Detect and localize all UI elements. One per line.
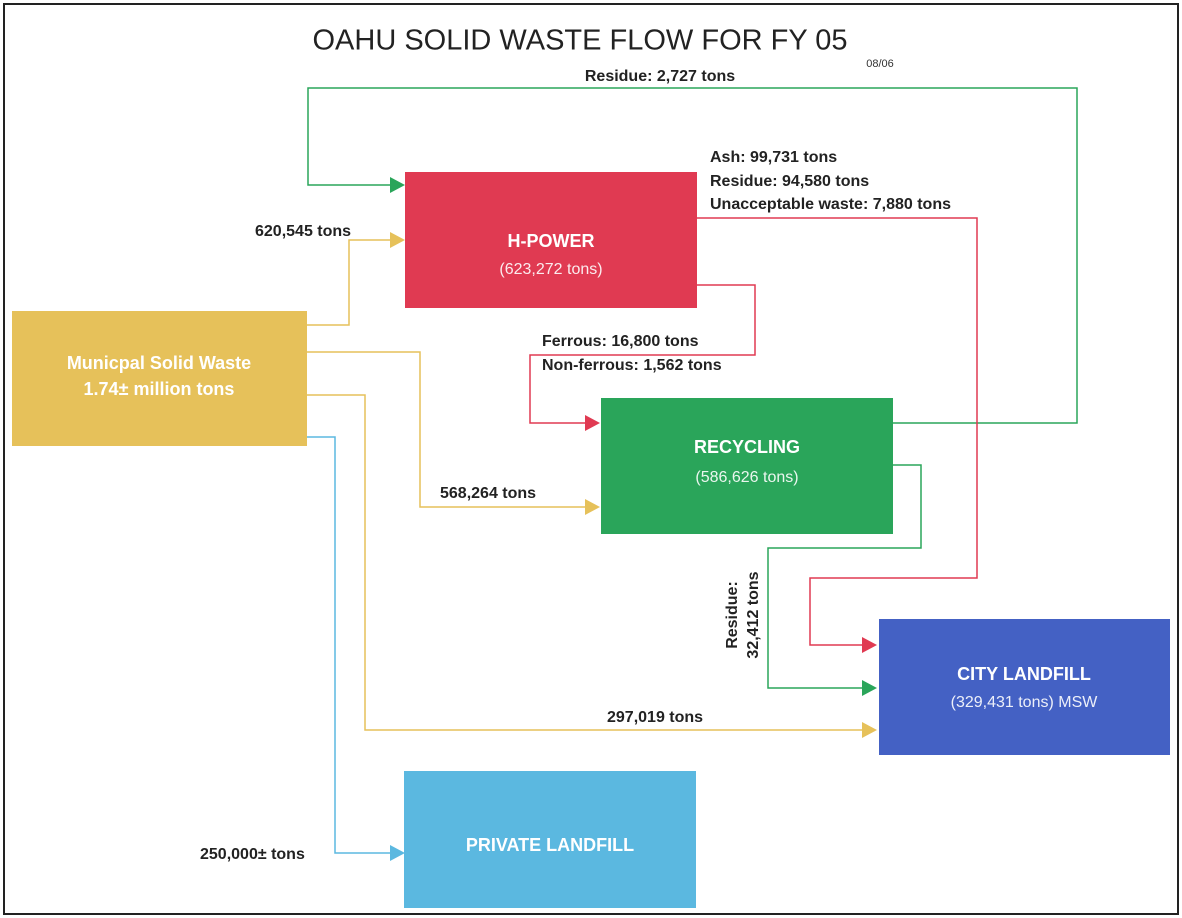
flow-label: Unacceptable waste: 7,880 tons <box>710 196 951 213</box>
date: 08/06 <box>866 58 894 70</box>
flow-label: Residue: <box>724 581 741 649</box>
flow-line <box>307 87 1078 424</box>
node-sublabel: (586,626 tons) <box>695 469 798 486</box>
node-label: H-POWER <box>508 231 595 251</box>
frame <box>3 3 1179 915</box>
node-box <box>404 771 696 908</box>
title: OAHU SOLID WASTE FLOW FOR FY 05 <box>313 25 848 57</box>
flow-line <box>307 436 392 854</box>
flow-label: 32,412 tons <box>745 571 762 658</box>
node-label: CITY LANDFILL <box>957 664 1091 684</box>
arrow <box>390 177 405 193</box>
arrow <box>585 499 600 515</box>
flow-label: Residue: 2,727 tons <box>585 68 735 85</box>
flows <box>307 87 1078 861</box>
flow-label: Non-ferrous: 1,562 tons <box>542 357 722 374</box>
flow-line <box>307 394 865 731</box>
node-sublabel: 1.74± million tons <box>84 379 235 399</box>
node-label: PRIVATE LANDFILL <box>466 835 634 855</box>
node-label: Municpal Solid Waste <box>67 353 251 373</box>
arrow <box>390 232 405 248</box>
arrow <box>390 845 405 861</box>
node-sublabel: (329,431 tons) MSW <box>951 694 1099 711</box>
flow-line <box>307 239 392 326</box>
node-box <box>879 619 1170 755</box>
flow-label: 568,264 tons <box>440 485 536 502</box>
node-box <box>405 172 697 308</box>
flow-line <box>767 464 922 689</box>
node-label: RECYCLING <box>694 437 800 457</box>
arrow <box>862 637 877 653</box>
flow-line <box>697 217 978 646</box>
flow-label: 250,000± tons <box>200 846 305 863</box>
node-sublabel: (623,272 tons) <box>499 261 602 278</box>
node-box <box>601 398 893 534</box>
flow-label: Ferrous: 16,800 tons <box>542 333 699 350</box>
arrow <box>862 680 877 696</box>
flow-label: Ash: 99,731 tons <box>710 149 837 166</box>
arrow <box>862 722 877 738</box>
flow-label: Residue: 94,580 tons <box>710 173 869 190</box>
node-box <box>12 311 307 446</box>
flow-label: 620,545 tons <box>255 223 351 240</box>
flow-line <box>529 284 756 424</box>
flow-label: 297,019 tons <box>607 709 703 726</box>
arrow <box>585 415 600 431</box>
flow-line <box>307 351 588 508</box>
